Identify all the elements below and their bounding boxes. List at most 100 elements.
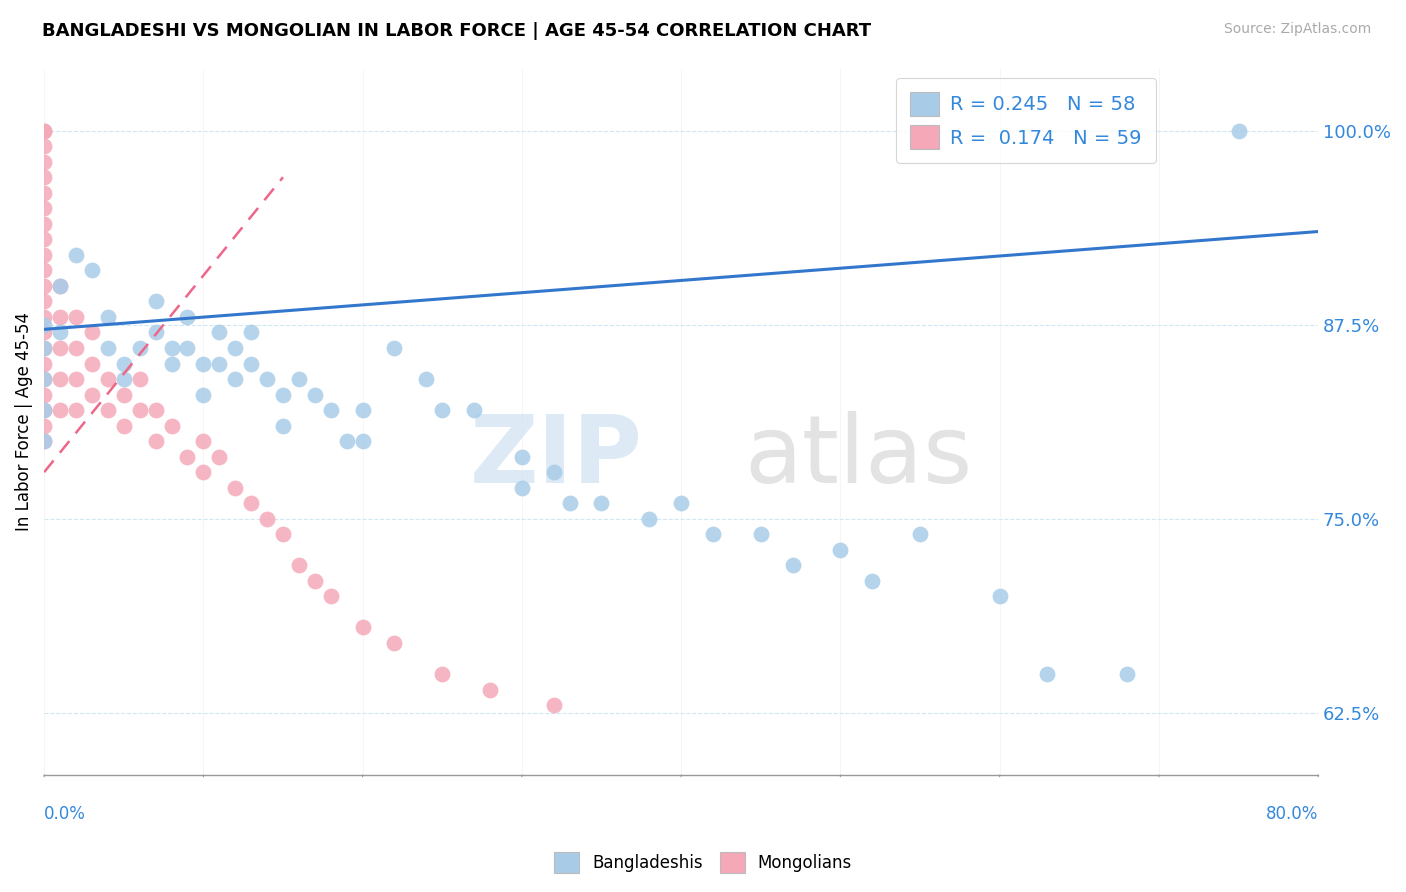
Point [32, 341, 55, 355]
Point [256, 372, 278, 386]
Point [32, 387, 55, 401]
Point [319, 590, 342, 604]
Point [415, 372, 437, 386]
Point [384, 636, 406, 650]
Point [304, 387, 326, 401]
Legend: R = 0.245   N = 58, R =  0.174   N = 59: R = 0.245 N = 58, R = 0.174 N = 59 [896, 78, 1156, 162]
Point [80, 387, 103, 401]
Point [128, 372, 150, 386]
Point [352, 620, 374, 634]
Point [271, 387, 294, 401]
Point [32, 326, 55, 340]
Text: ZIP: ZIP [470, 411, 643, 503]
Point [432, 667, 454, 681]
Point [65, 403, 87, 417]
Point [32, 403, 55, 417]
Point [32, 123, 55, 137]
Point [112, 372, 135, 386]
Legend: Bangladeshis, Mongolians: Bangladeshis, Mongolians [547, 846, 859, 880]
Point [271, 418, 294, 433]
Point [224, 341, 246, 355]
Point [97, 341, 120, 355]
Point [80, 357, 103, 371]
Point [97, 310, 120, 324]
Point [669, 496, 692, 510]
Text: 80.0%: 80.0% [1265, 805, 1319, 823]
Point [830, 542, 852, 557]
Point [112, 357, 135, 371]
Point [145, 326, 167, 340]
Point [49, 326, 72, 340]
Point [638, 512, 661, 526]
Point [32, 434, 55, 449]
Point [510, 481, 533, 495]
Point [908, 527, 931, 541]
Point [32, 294, 55, 309]
Point [32, 372, 55, 386]
Point [128, 403, 150, 417]
Point [32, 403, 55, 417]
Point [782, 558, 804, 573]
Point [80, 263, 103, 277]
Point [32, 154, 55, 169]
Point [208, 450, 231, 464]
Point [49, 278, 72, 293]
Point [240, 496, 263, 510]
Point [32, 217, 55, 231]
Point [49, 278, 72, 293]
Point [224, 372, 246, 386]
Point [32, 123, 55, 137]
Point [479, 682, 502, 697]
Point [32, 139, 55, 153]
Point [32, 418, 55, 433]
Point [240, 357, 263, 371]
Point [193, 465, 215, 479]
Point [336, 434, 359, 449]
Point [145, 294, 167, 309]
Point [32, 357, 55, 371]
Text: BANGLADESHI VS MONGOLIAN IN LABOR FORCE | AGE 45-54 CORRELATION CHART: BANGLADESHI VS MONGOLIAN IN LABOR FORCE … [42, 22, 872, 40]
Point [32, 318, 55, 332]
Point [193, 357, 215, 371]
Text: atlas: atlas [745, 411, 973, 503]
Point [749, 527, 772, 541]
Point [304, 574, 326, 588]
Point [193, 387, 215, 401]
Point [352, 434, 374, 449]
Point [160, 418, 183, 433]
Point [510, 450, 533, 464]
Point [32, 372, 55, 386]
Point [160, 341, 183, 355]
Point [145, 434, 167, 449]
Point [49, 403, 72, 417]
Point [32, 170, 55, 185]
Point [240, 326, 263, 340]
Point [352, 403, 374, 417]
Point [543, 698, 565, 712]
Point [208, 357, 231, 371]
Point [558, 496, 581, 510]
Point [49, 372, 72, 386]
Point [145, 403, 167, 417]
Y-axis label: In Labor Force | Age 45-54: In Labor Force | Age 45-54 [15, 312, 32, 532]
Point [112, 418, 135, 433]
Point [271, 527, 294, 541]
Point [80, 326, 103, 340]
Point [224, 481, 246, 495]
Point [32, 310, 55, 324]
Point [1116, 667, 1139, 681]
Point [176, 341, 198, 355]
Point [384, 341, 406, 355]
Point [49, 310, 72, 324]
Point [256, 512, 278, 526]
Point [128, 341, 150, 355]
Point [988, 590, 1011, 604]
Point [32, 341, 55, 355]
Point [176, 310, 198, 324]
Point [1227, 123, 1250, 137]
Point [32, 278, 55, 293]
Point [49, 341, 72, 355]
Text: Source: ZipAtlas.com: Source: ZipAtlas.com [1223, 22, 1371, 37]
Point [208, 326, 231, 340]
Point [463, 403, 485, 417]
